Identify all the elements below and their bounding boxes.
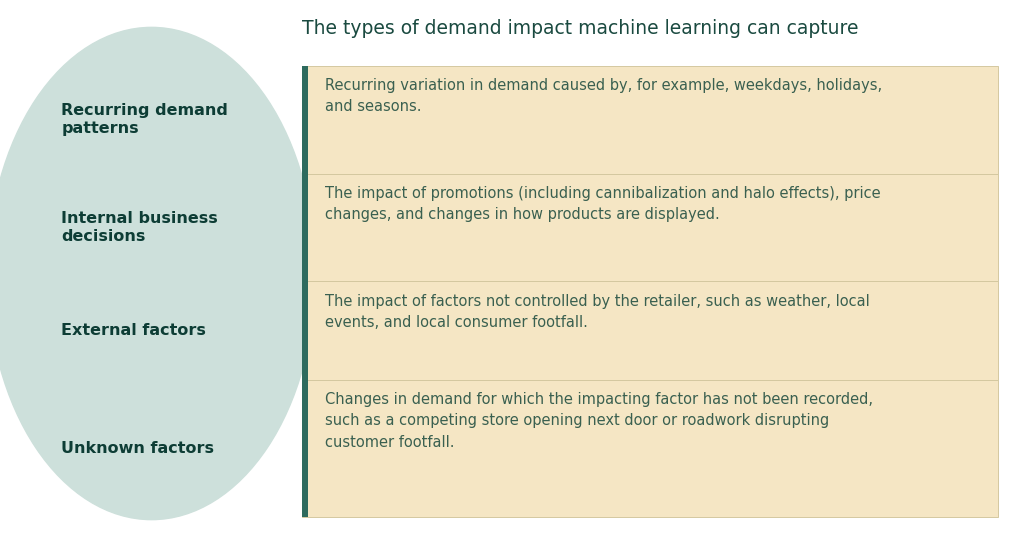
Text: The types of demand impact machine learning can capture: The types of demand impact machine learn… (302, 19, 858, 38)
Text: External factors: External factors (61, 323, 206, 338)
FancyBboxPatch shape (302, 66, 308, 173)
Text: The impact of factors not controlled by the retailer, such as weather, local
eve: The impact of factors not controlled by … (325, 294, 869, 330)
FancyBboxPatch shape (302, 173, 998, 282)
Text: Recurring demand
patterns: Recurring demand patterns (61, 103, 228, 136)
FancyBboxPatch shape (302, 380, 308, 517)
Text: Changes in demand for which the impacting factor has not been recorded,
such as : Changes in demand for which the impactin… (325, 392, 872, 450)
Text: The impact of promotions (including cannibalization and halo effects), price
cha: The impact of promotions (including cann… (325, 185, 881, 222)
FancyBboxPatch shape (302, 380, 998, 517)
Text: Unknown factors: Unknown factors (61, 441, 214, 456)
FancyBboxPatch shape (302, 66, 998, 173)
Text: Recurring variation in demand caused by, for example, weekdays, holidays,
and se: Recurring variation in demand caused by,… (325, 78, 882, 114)
Text: Internal business
decisions: Internal business decisions (61, 211, 218, 244)
FancyBboxPatch shape (302, 282, 308, 380)
Ellipse shape (0, 27, 315, 520)
FancyBboxPatch shape (302, 173, 308, 282)
FancyBboxPatch shape (302, 282, 998, 380)
